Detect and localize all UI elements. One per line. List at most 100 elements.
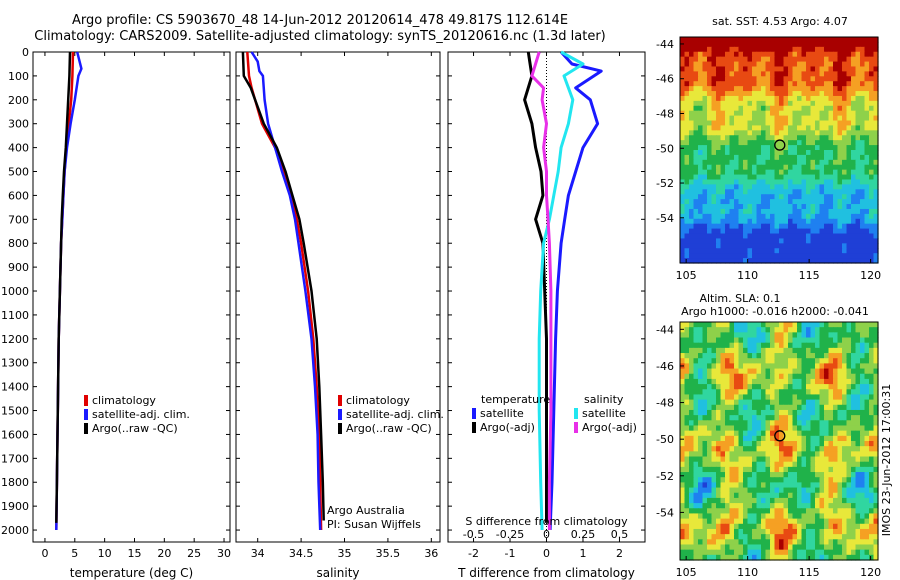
map-cell: [734, 135, 740, 141]
map-cell: [698, 518, 704, 525]
map-cell: [689, 115, 695, 122]
map-cell: [765, 347, 771, 354]
map-cell: [837, 451, 843, 458]
map-cell: [698, 71, 704, 77]
map-cell: [716, 415, 722, 421]
map-cell: [774, 56, 780, 63]
map-cell: [765, 399, 771, 406]
map-cell: [842, 135, 848, 141]
map-cell: [801, 46, 807, 53]
map-cell: [792, 466, 798, 473]
map-cell: [689, 174, 695, 181]
map-cell: [747, 110, 753, 117]
x-tick-label: 35: [338, 547, 352, 560]
map-cell: [819, 518, 825, 525]
map-cell: [837, 238, 843, 244]
map-cell: [819, 492, 825, 499]
map-cell: [810, 534, 816, 540]
map-cell: [774, 223, 780, 230]
map-cell: [698, 466, 704, 473]
map-cell: [828, 243, 834, 249]
map-cell: [693, 451, 699, 458]
map-cell: [833, 46, 839, 53]
map-cell: [734, 130, 740, 136]
map-cell: [774, 130, 780, 136]
map-cell: [743, 81, 749, 87]
map-cell: [689, 169, 695, 176]
map-cell: [819, 523, 825, 530]
map-cell: [828, 544, 834, 551]
map-cell: [873, 415, 879, 421]
map-cell: [747, 71, 753, 77]
map-cell: [747, 430, 753, 437]
map-cell: [743, 461, 749, 468]
map-cell: [680, 487, 686, 494]
map-cell: [747, 353, 753, 359]
map-cell: [770, 174, 776, 181]
map-cell: [846, 394, 852, 401]
map-cell: [711, 184, 717, 190]
map-cell: [752, 446, 758, 452]
map-cell: [846, 513, 852, 520]
map-cell: [689, 518, 695, 525]
map-cell: [815, 503, 821, 509]
map-cell: [756, 51, 762, 58]
map-cell: [788, 378, 794, 385]
map-cell: [828, 56, 834, 63]
map-cell: [734, 404, 740, 411]
map-cell: [864, 130, 870, 136]
map-cell: [783, 204, 789, 210]
map-cell: [684, 513, 690, 520]
map-cell: [680, 373, 686, 380]
map-cell: [873, 544, 879, 551]
map-cell: [761, 258, 767, 264]
map-cell: [810, 451, 816, 458]
map-cell: [725, 105, 731, 112]
map-cell: [797, 435, 803, 442]
map-cell: [833, 549, 839, 556]
map-cell: [743, 456, 749, 463]
map-cell: [801, 373, 807, 380]
map-cell: [788, 204, 794, 210]
map-cell: [698, 347, 704, 354]
map-cell: [873, 472, 879, 478]
map-cell: [837, 441, 843, 447]
map-cell: [716, 477, 722, 483]
depth-tick-label: 100: [8, 70, 29, 83]
map-cell: [806, 337, 812, 344]
map-cell: [801, 184, 807, 190]
map-cell: [797, 409, 803, 416]
map-cell: [797, 503, 803, 509]
map-cell: [783, 389, 789, 396]
map-cell: [680, 71, 686, 77]
map-cell: [747, 41, 753, 48]
map-cell: [779, 503, 785, 509]
map-cell: [689, 446, 695, 452]
map-cell: [689, 415, 695, 421]
map-cell: [747, 51, 753, 58]
map-cell: [797, 327, 803, 333]
map-cell: [783, 353, 789, 359]
map-cell: [855, 115, 861, 122]
map-cell: [774, 95, 780, 102]
map-cell: [783, 184, 789, 190]
map-cell: [716, 130, 722, 136]
map-cell: [837, 233, 843, 240]
temperature-axes: [32, 51, 231, 543]
map-cell: [729, 363, 735, 370]
map-cell: [779, 105, 785, 112]
map-cell: [788, 238, 794, 244]
map-cell: [797, 253, 803, 259]
map-cell: [729, 164, 735, 171]
map-cell: [734, 389, 740, 396]
map-cell: [855, 435, 861, 442]
map-cell: [734, 409, 740, 416]
map-cell: [707, 56, 713, 63]
map-lat-label: -46: [656, 73, 674, 86]
map-cell: [725, 451, 731, 458]
map-cell: [792, 347, 798, 354]
map-cell: [716, 539, 722, 546]
map-cell: [797, 518, 803, 525]
map-cell: [761, 140, 767, 146]
